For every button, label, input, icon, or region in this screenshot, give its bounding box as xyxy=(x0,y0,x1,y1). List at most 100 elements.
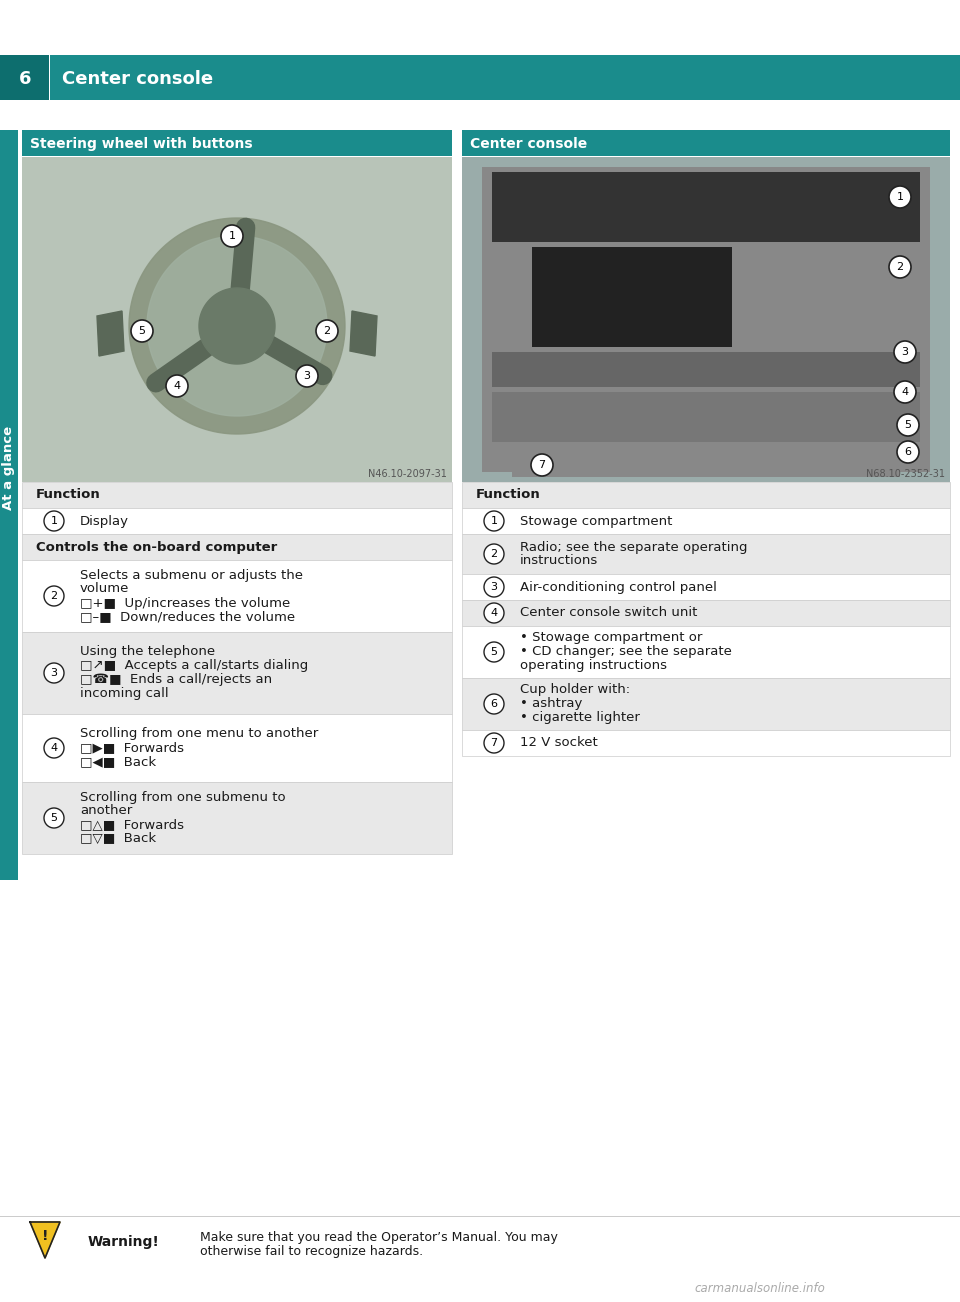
Text: 3: 3 xyxy=(491,582,497,592)
Bar xyxy=(22,130,452,156)
Text: 7: 7 xyxy=(491,738,497,749)
Text: Stowage compartment: Stowage compartment xyxy=(520,514,672,527)
Circle shape xyxy=(131,320,153,342)
Text: 2: 2 xyxy=(491,549,497,559)
Circle shape xyxy=(44,738,64,758)
Bar xyxy=(462,130,950,156)
Bar xyxy=(512,447,900,477)
Text: Function: Function xyxy=(36,488,101,501)
Circle shape xyxy=(44,809,64,828)
Circle shape xyxy=(484,642,504,661)
Text: another: another xyxy=(80,805,132,818)
Circle shape xyxy=(897,414,919,436)
Text: !: ! xyxy=(41,1229,48,1243)
Text: Function: Function xyxy=(476,488,540,501)
Circle shape xyxy=(889,256,911,279)
Text: □↗■  Accepts a call/starts dialing: □↗■ Accepts a call/starts dialing xyxy=(80,660,308,673)
Circle shape xyxy=(484,603,504,622)
Bar xyxy=(492,392,920,441)
Text: Scrolling from one menu to another: Scrolling from one menu to another xyxy=(80,728,319,741)
Circle shape xyxy=(894,381,916,404)
Text: instructions: instructions xyxy=(520,555,598,568)
Text: 3: 3 xyxy=(51,668,58,678)
Text: At a glance: At a glance xyxy=(3,426,15,509)
Text: Air-conditioning control panel: Air-conditioning control panel xyxy=(520,581,717,594)
Bar xyxy=(462,158,950,482)
Bar xyxy=(49,55,50,100)
Circle shape xyxy=(897,441,919,464)
Text: N46.10-2097-31: N46.10-2097-31 xyxy=(368,469,447,479)
Circle shape xyxy=(316,320,338,342)
Polygon shape xyxy=(350,311,377,355)
Text: Center console switch unit: Center console switch unit xyxy=(520,607,697,620)
Text: • cigarette lighter: • cigarette lighter xyxy=(520,711,640,724)
Text: 5: 5 xyxy=(491,647,497,658)
Polygon shape xyxy=(97,311,124,355)
Circle shape xyxy=(894,341,916,363)
Circle shape xyxy=(484,733,504,753)
Text: □☎■  Ends a call/rejects an: □☎■ Ends a call/rejects an xyxy=(80,673,272,686)
Text: Center console: Center console xyxy=(470,137,588,151)
Bar xyxy=(462,508,950,534)
Text: 3: 3 xyxy=(303,371,310,381)
Text: 6: 6 xyxy=(19,69,32,87)
Bar xyxy=(462,600,950,626)
Text: □+■  Up/increases the volume: □+■ Up/increases the volume xyxy=(80,596,290,609)
Text: 6: 6 xyxy=(904,447,911,457)
Text: 1: 1 xyxy=(228,230,235,241)
Bar xyxy=(492,172,920,242)
Text: incoming call: incoming call xyxy=(80,687,169,700)
Circle shape xyxy=(531,454,553,477)
Circle shape xyxy=(44,586,64,605)
Text: 6: 6 xyxy=(491,699,497,710)
Text: • Stowage compartment or: • Stowage compartment or xyxy=(520,631,703,644)
Text: 4: 4 xyxy=(491,608,497,618)
Text: Using the telephone: Using the telephone xyxy=(80,646,215,659)
Text: □–■  Down/reduces the volume: □–■ Down/reduces the volume xyxy=(80,611,295,624)
Text: carmanualsonline.info: carmanualsonline.info xyxy=(695,1281,826,1294)
Circle shape xyxy=(484,694,504,713)
Text: 3: 3 xyxy=(901,348,908,357)
Text: volume: volume xyxy=(80,582,130,595)
Polygon shape xyxy=(129,217,345,434)
Text: Warning!: Warning! xyxy=(88,1236,160,1249)
Text: 2: 2 xyxy=(897,262,903,272)
Text: 7: 7 xyxy=(539,460,545,470)
Circle shape xyxy=(166,375,188,397)
Bar xyxy=(22,482,452,508)
Text: □△■  Forwards: □△■ Forwards xyxy=(80,819,184,832)
Bar xyxy=(22,534,452,560)
Text: operating instructions: operating instructions xyxy=(520,660,667,673)
Circle shape xyxy=(889,186,911,208)
Circle shape xyxy=(44,510,64,531)
Text: 5: 5 xyxy=(138,326,146,336)
Bar xyxy=(0,55,50,100)
Bar xyxy=(462,626,950,678)
Text: Cup holder with:: Cup holder with: xyxy=(520,684,630,697)
Circle shape xyxy=(44,663,64,684)
Text: 5: 5 xyxy=(51,812,58,823)
Text: 1: 1 xyxy=(491,516,497,526)
Bar xyxy=(482,167,930,473)
Text: Radio; see the separate operating: Radio; see the separate operating xyxy=(520,540,748,553)
Bar xyxy=(532,247,732,348)
Polygon shape xyxy=(147,236,327,417)
Bar xyxy=(22,631,452,713)
Text: 5: 5 xyxy=(904,421,911,430)
Text: Center console: Center console xyxy=(62,69,213,87)
Text: Selects a submenu or adjusts the: Selects a submenu or adjusts the xyxy=(80,569,303,582)
Text: 2: 2 xyxy=(51,591,58,602)
Circle shape xyxy=(221,225,243,247)
Bar xyxy=(462,574,950,600)
Polygon shape xyxy=(30,1223,60,1258)
Circle shape xyxy=(484,577,504,598)
Bar xyxy=(22,508,452,534)
Bar xyxy=(0,130,18,880)
Circle shape xyxy=(484,544,504,564)
Text: 2: 2 xyxy=(324,326,330,336)
Bar xyxy=(462,482,950,508)
Text: □◀■  Back: □◀■ Back xyxy=(80,755,156,768)
Text: Steering wheel with buttons: Steering wheel with buttons xyxy=(30,137,252,151)
Text: otherwise fail to recognize hazards.: otherwise fail to recognize hazards. xyxy=(200,1245,423,1258)
Text: 4: 4 xyxy=(174,381,180,391)
